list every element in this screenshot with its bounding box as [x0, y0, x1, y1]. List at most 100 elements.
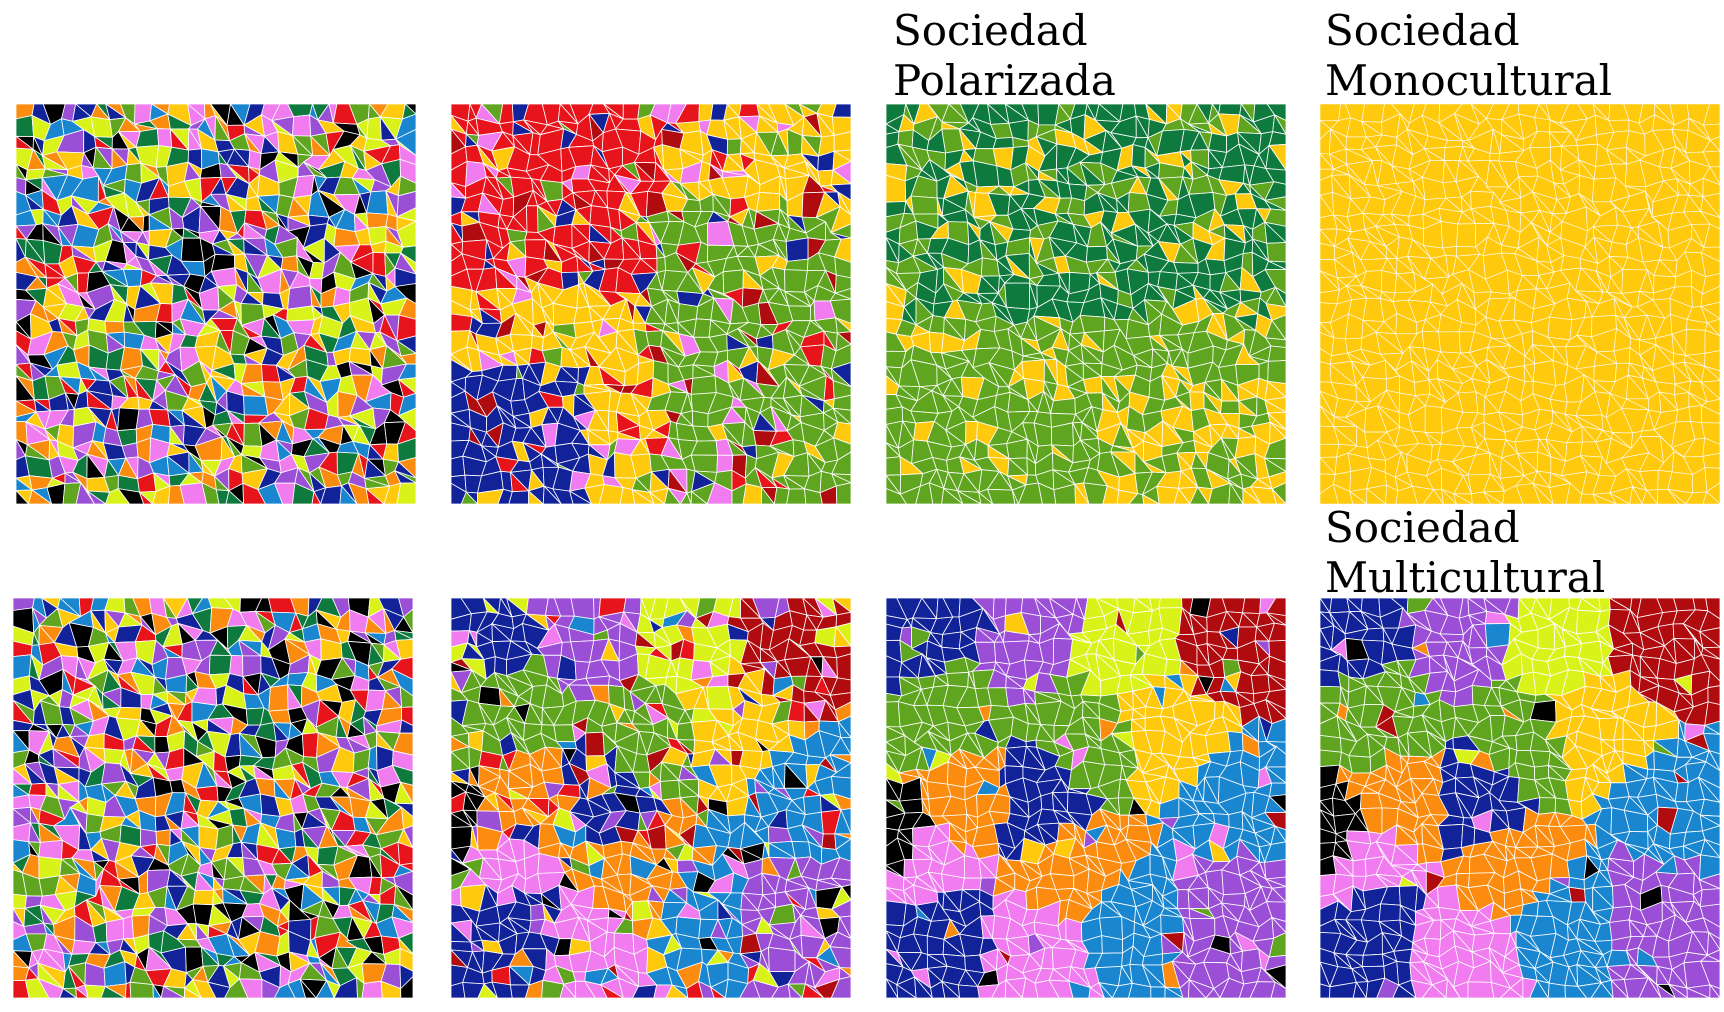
cell — [910, 195, 939, 215]
cell — [525, 598, 549, 616]
cell — [1702, 437, 1720, 457]
cell — [1414, 379, 1430, 396]
cell — [1208, 132, 1228, 153]
cell — [198, 825, 219, 851]
cell — [1702, 452, 1720, 469]
cell — [1263, 181, 1286, 201]
cell — [831, 116, 851, 136]
cell — [397, 407, 416, 432]
cell — [1699, 210, 1720, 230]
mosaic-bottom-1 — [13, 598, 413, 998]
cell — [834, 237, 851, 263]
cell — [396, 190, 416, 218]
cell — [1701, 422, 1720, 445]
cell — [1320, 289, 1340, 305]
cell — [396, 482, 416, 504]
cell — [1267, 360, 1286, 385]
cell — [785, 237, 809, 262]
cell — [311, 490, 322, 504]
cell — [383, 482, 402, 504]
cell — [365, 487, 385, 504]
cells-bottom-2 — [451, 598, 851, 998]
cell — [526, 205, 539, 233]
cell — [804, 488, 823, 504]
cell — [104, 320, 125, 334]
cell — [886, 456, 902, 476]
cell — [1515, 483, 1541, 504]
cell — [299, 978, 317, 998]
cell — [1074, 482, 1090, 504]
cell — [139, 491, 154, 504]
cell — [46, 482, 66, 504]
cell — [225, 489, 245, 504]
cell — [1220, 400, 1240, 415]
cell — [1629, 485, 1643, 504]
cell — [155, 829, 171, 847]
cell — [1173, 487, 1191, 504]
cell — [817, 169, 834, 187]
cell — [1320, 361, 1332, 383]
cell — [1702, 273, 1720, 295]
cell — [1483, 491, 1504, 504]
cell — [1424, 405, 1443, 434]
mosaic-top-2 — [451, 104, 851, 504]
caption-polarized-line2: Polarizada — [893, 56, 1116, 105]
cell — [834, 701, 851, 723]
cell — [1249, 486, 1277, 504]
cell — [829, 298, 851, 324]
cell — [152, 983, 162, 998]
cell — [347, 482, 370, 504]
cell — [243, 395, 269, 416]
panel-top-1 — [16, 104, 416, 504]
cell — [339, 484, 358, 504]
cell — [396, 220, 416, 248]
cell — [1264, 208, 1286, 227]
cell — [623, 598, 642, 615]
cell — [773, 486, 790, 504]
cell — [1320, 443, 1340, 458]
caption-polarized: Sociedad Polarizada — [893, 6, 1116, 106]
cell — [207, 981, 231, 998]
cell — [1268, 131, 1286, 146]
cell — [915, 482, 934, 504]
cell — [1685, 491, 1708, 504]
caption-polarized-line1: Sociedad — [893, 6, 1088, 55]
cell — [13, 654, 32, 680]
cell — [399, 947, 413, 972]
cell — [1320, 242, 1335, 260]
mosaic-top-1 — [16, 104, 416, 504]
panel-bottom-1 — [13, 598, 413, 998]
cell — [829, 677, 851, 696]
cell — [372, 251, 387, 278]
cell — [1592, 493, 1617, 504]
cell — [1641, 489, 1658, 504]
cell — [229, 655, 244, 678]
cell — [117, 407, 140, 432]
cell — [315, 979, 335, 998]
cell — [38, 839, 63, 860]
cell — [25, 978, 50, 998]
cell — [292, 114, 312, 137]
cell — [786, 488, 807, 504]
cell — [1242, 488, 1262, 504]
caption-monocultural: Sociedad Monocultural — [1325, 6, 1612, 106]
cell — [391, 656, 413, 680]
cell — [1218, 104, 1242, 116]
cell — [192, 889, 215, 906]
cell — [292, 482, 315, 504]
cell — [528, 490, 544, 504]
cell — [105, 488, 131, 504]
cell — [1704, 329, 1720, 354]
cell — [16, 115, 35, 138]
cell — [477, 488, 504, 504]
cell — [451, 482, 467, 504]
cell — [690, 454, 719, 473]
cell — [1264, 337, 1286, 348]
cell — [1082, 376, 1103, 394]
cell — [399, 719, 413, 734]
cell — [1385, 484, 1399, 504]
cell — [105, 918, 124, 943]
cell — [397, 392, 416, 417]
cell — [400, 245, 416, 264]
cell — [1700, 285, 1720, 307]
